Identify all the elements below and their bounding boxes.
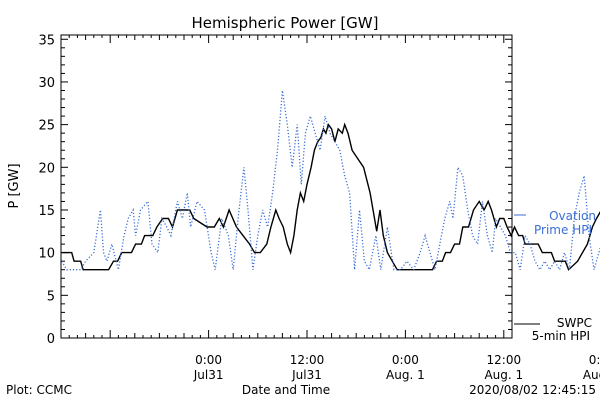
y-tick-label: 20: [38, 161, 55, 176]
legend-ovation-label-2: Prime HPI: [534, 223, 592, 237]
y-axis-label: P [GW]: [7, 163, 22, 208]
x-tick-label-time: 0:00: [589, 353, 600, 367]
x-tick-label-date: Aug. 2: [583, 368, 600, 382]
y-tick-label: 15: [38, 204, 55, 219]
y-tick-label: 35: [38, 33, 55, 48]
y-tick-label: 5: [47, 289, 55, 304]
legend-swpc: SWPC 5-min HPI: [514, 316, 592, 343]
x-tick-label-time: 12:00: [290, 353, 325, 367]
plot-frame: [60, 34, 513, 339]
footer-plot-credit: Plot: CCMC: [6, 383, 72, 397]
series-line-swpc: [61, 122, 600, 271]
legend-ovation-label-1: Ovation: [549, 209, 596, 223]
x-tick-label-date: Aug. 1: [484, 368, 523, 382]
series-layer: [61, 90, 600, 272]
y-tick-label: 30: [38, 76, 55, 91]
y-tick-label: 10: [38, 247, 55, 262]
x-tick-label-date: Jul31: [193, 368, 224, 382]
x-tick-label-date: Aug. 1: [386, 368, 425, 382]
x-tick-label-date: Jul31: [291, 368, 322, 382]
x-axis-label: Date and Time: [242, 383, 330, 397]
chart-title: Hemispheric Power [GW]: [192, 14, 379, 32]
series-line-ovation: [61, 90, 600, 272]
y-tick-label: 25: [38, 119, 55, 134]
footer-timestamp: 2020/08/02 12:45:15: [469, 383, 596, 397]
legend-swpc-label-2: 5-min HPI: [532, 329, 590, 343]
x-tick-label-time: 0:00: [195, 353, 222, 367]
legend-swpc-label-1: SWPC: [557, 316, 592, 330]
legend-ovation: Ovation Prime HPI: [514, 209, 596, 237]
x-tick-label-time: 12:00: [487, 353, 522, 367]
y-axis: 0 5 10 15 20 25 30 35: [38, 33, 512, 347]
y-tick-label: 0: [47, 332, 55, 347]
x-tick-label-time: 0:00: [392, 353, 419, 367]
